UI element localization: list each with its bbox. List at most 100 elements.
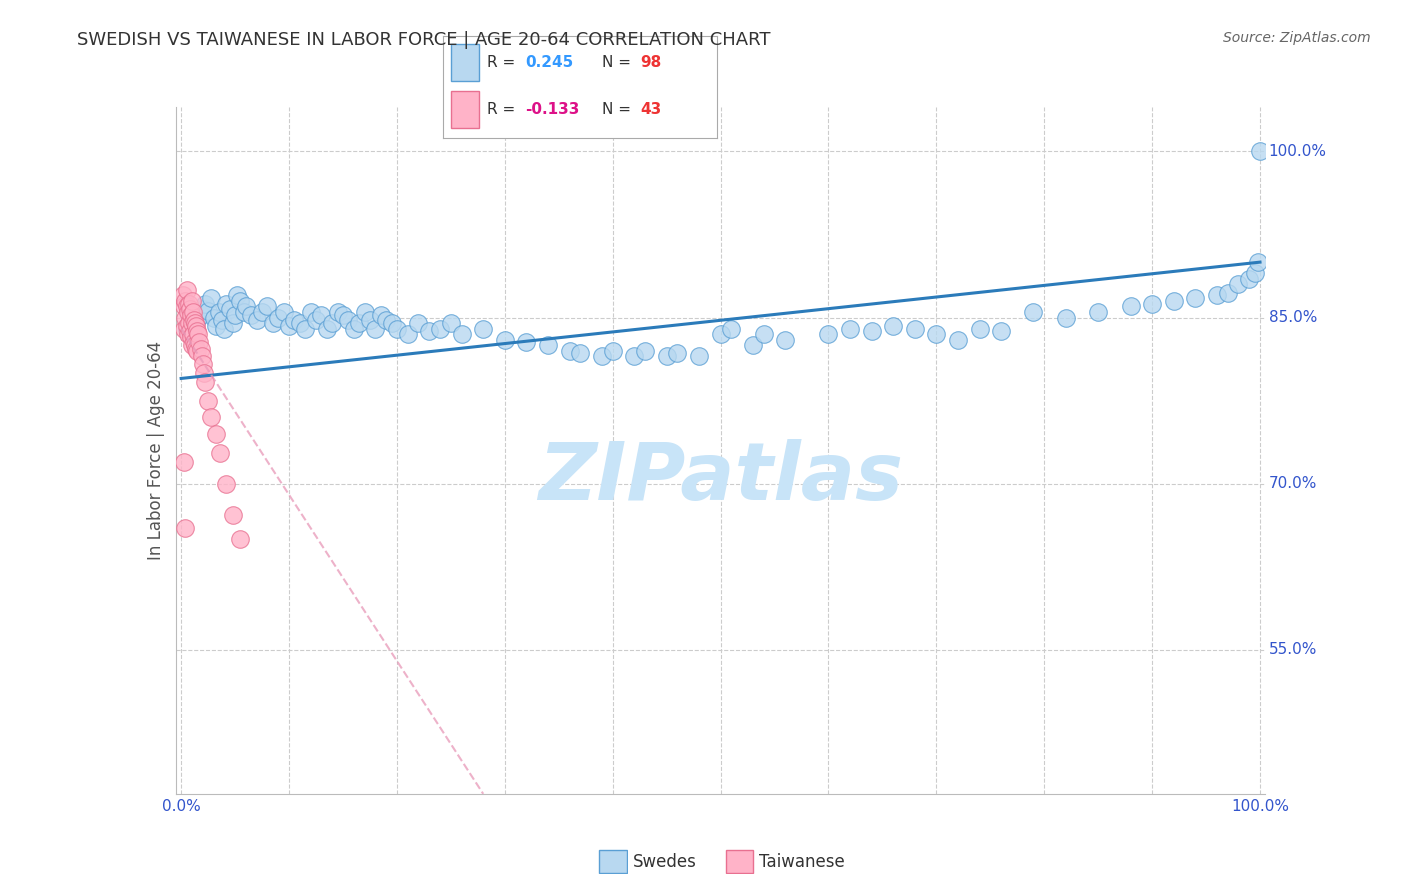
Point xyxy=(666,346,689,360)
Point xyxy=(174,293,197,308)
Text: N =: N = xyxy=(602,102,636,117)
Point xyxy=(183,334,205,349)
Point xyxy=(370,308,392,322)
Point xyxy=(173,300,195,314)
Point xyxy=(226,288,249,302)
Point xyxy=(440,316,463,330)
Point xyxy=(569,346,592,360)
Point xyxy=(183,312,205,326)
Point xyxy=(191,357,214,371)
Point xyxy=(194,297,217,311)
Point xyxy=(1216,286,1239,301)
Point xyxy=(385,321,408,335)
Point xyxy=(184,338,207,352)
Point xyxy=(472,321,495,335)
Text: 100.0%: 100.0% xyxy=(1232,799,1289,814)
Point xyxy=(343,321,366,335)
Point xyxy=(946,333,969,347)
Point xyxy=(208,305,231,319)
Point xyxy=(1054,310,1077,325)
Point xyxy=(710,327,733,342)
Point xyxy=(215,297,238,311)
Point xyxy=(688,349,710,363)
Point xyxy=(240,308,263,322)
Text: 85.0%: 85.0% xyxy=(1268,310,1317,325)
Point xyxy=(176,305,198,319)
Point xyxy=(181,316,204,330)
Point xyxy=(990,324,1012,338)
Point xyxy=(208,445,231,459)
Text: 98: 98 xyxy=(640,54,662,70)
Point xyxy=(1237,272,1260,286)
Point xyxy=(494,333,516,347)
Point xyxy=(359,312,381,326)
Point xyxy=(537,338,560,352)
Text: Source: ZipAtlas.com: Source: ZipAtlas.com xyxy=(1223,31,1371,45)
Point xyxy=(181,338,204,352)
Point xyxy=(311,308,333,322)
Point xyxy=(176,300,198,314)
Point xyxy=(246,312,269,326)
Point xyxy=(1087,305,1109,319)
Point xyxy=(180,308,202,322)
Point xyxy=(176,321,198,335)
Point xyxy=(197,304,219,318)
Point xyxy=(283,312,305,326)
Point xyxy=(174,521,197,535)
Point xyxy=(180,330,202,344)
Point xyxy=(860,324,883,338)
Bar xyxy=(451,91,478,128)
Point xyxy=(742,338,765,352)
Point xyxy=(1227,277,1250,292)
Point xyxy=(202,310,225,325)
Point xyxy=(347,316,370,330)
Point xyxy=(273,305,295,319)
Point xyxy=(1140,297,1163,311)
Point xyxy=(655,349,678,363)
Point xyxy=(720,321,742,335)
Point xyxy=(1243,266,1265,280)
Point xyxy=(200,410,222,425)
Point xyxy=(418,324,440,338)
Point xyxy=(193,366,215,380)
Text: 55.0%: 55.0% xyxy=(1268,642,1317,657)
Point xyxy=(882,319,904,334)
Point xyxy=(235,300,257,314)
Point xyxy=(200,291,222,305)
Point xyxy=(181,327,204,342)
Point xyxy=(191,301,214,316)
Point xyxy=(176,327,198,342)
Point xyxy=(215,476,238,491)
Point xyxy=(186,319,208,334)
Point xyxy=(380,316,402,330)
Point xyxy=(186,342,208,356)
Y-axis label: In Labor Force | Age 20-64: In Labor Force | Age 20-64 xyxy=(146,341,165,560)
Point xyxy=(326,305,349,319)
Point xyxy=(190,308,212,322)
Point xyxy=(190,349,212,363)
Point xyxy=(925,327,948,342)
Point xyxy=(214,321,236,335)
Point xyxy=(299,305,322,319)
Text: R =: R = xyxy=(486,54,520,70)
Text: SWEDISH VS TAIWANESE IN LABOR FORCE | AGE 20-64 CORRELATION CHART: SWEDISH VS TAIWANESE IN LABOR FORCE | AG… xyxy=(77,31,770,49)
Point xyxy=(1163,293,1185,308)
Point xyxy=(232,305,254,319)
Point xyxy=(558,343,581,358)
Point xyxy=(364,321,387,335)
Point xyxy=(515,334,537,349)
Point xyxy=(188,334,211,349)
Point xyxy=(183,305,205,319)
Point xyxy=(775,333,797,347)
Point xyxy=(173,321,195,335)
Point xyxy=(179,301,201,316)
Point xyxy=(332,308,354,322)
Text: -0.133: -0.133 xyxy=(526,102,579,117)
Point xyxy=(315,321,337,335)
Point xyxy=(602,343,624,358)
Point xyxy=(204,426,226,441)
Point xyxy=(267,310,290,325)
Text: R =: R = xyxy=(486,102,520,117)
Point xyxy=(321,316,343,330)
Point xyxy=(817,327,839,342)
